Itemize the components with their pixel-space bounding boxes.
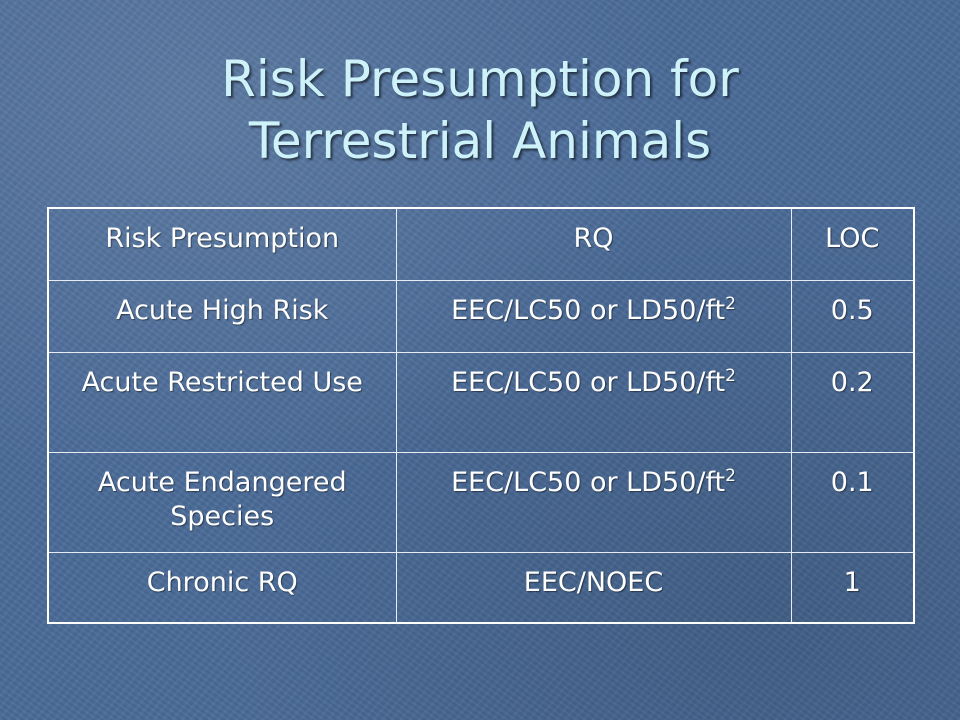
row-presumption: Acute High Risk: [47, 280, 397, 353]
row-rq-text: EEC/LC50 or LD50/ft: [451, 467, 726, 498]
table-row: Acute Endangered Species EEC/LC50 or LD5…: [47, 452, 915, 553]
row-rq-text: EEC/LC50 or LD50/ft: [451, 367, 726, 398]
row-rq-text: EEC/LC50 or LD50/ft: [451, 295, 726, 326]
header-risk-presumption: Risk Presumption: [47, 207, 397, 281]
risk-table: Risk Presumption RQ LOC Acute High Risk …: [47, 207, 915, 624]
row-rq: EEC/LC50 or LD50/ft2: [395, 452, 792, 553]
table-header-row: Risk Presumption RQ LOC: [47, 207, 915, 281]
row-loc: 0.5: [790, 280, 915, 353]
slide-title-line-1: Risk Presumption for: [221, 50, 739, 108]
row-rq-superscript: 2: [725, 294, 736, 314]
row-rq-text: EEC/NOEC: [523, 567, 664, 598]
row-presumption: Acute Endangered Species: [47, 452, 397, 553]
slide-title-line-2: Terrestrial Animals: [248, 112, 712, 170]
table-row: Acute Restricted Use EEC/LC50 or LD50/ft…: [47, 352, 915, 453]
row-rq-superscript: 2: [725, 366, 736, 386]
table-row: Acute High Risk EEC/LC50 or LD50/ft2 0.5: [47, 280, 915, 353]
row-rq: EEC/LC50 or LD50/ft2: [395, 280, 792, 353]
table-row: Chronic RQ EEC/NOEC 1: [47, 552, 915, 624]
row-loc: 0.2: [790, 352, 915, 453]
row-loc: 0.1: [790, 452, 915, 553]
slide-title: Risk Presumption for Terrestrial Animals: [0, 48, 960, 172]
row-loc: 1: [790, 552, 915, 624]
row-rq-superscript: 2: [725, 466, 736, 486]
row-rq: EEC/NOEC: [395, 552, 792, 624]
row-presumption: Acute Restricted Use: [47, 352, 397, 453]
header-loc: LOC: [790, 207, 915, 281]
header-rq: RQ: [395, 207, 792, 281]
row-rq: EEC/LC50 or LD50/ft2: [395, 352, 792, 453]
row-presumption: Chronic RQ: [47, 552, 397, 624]
